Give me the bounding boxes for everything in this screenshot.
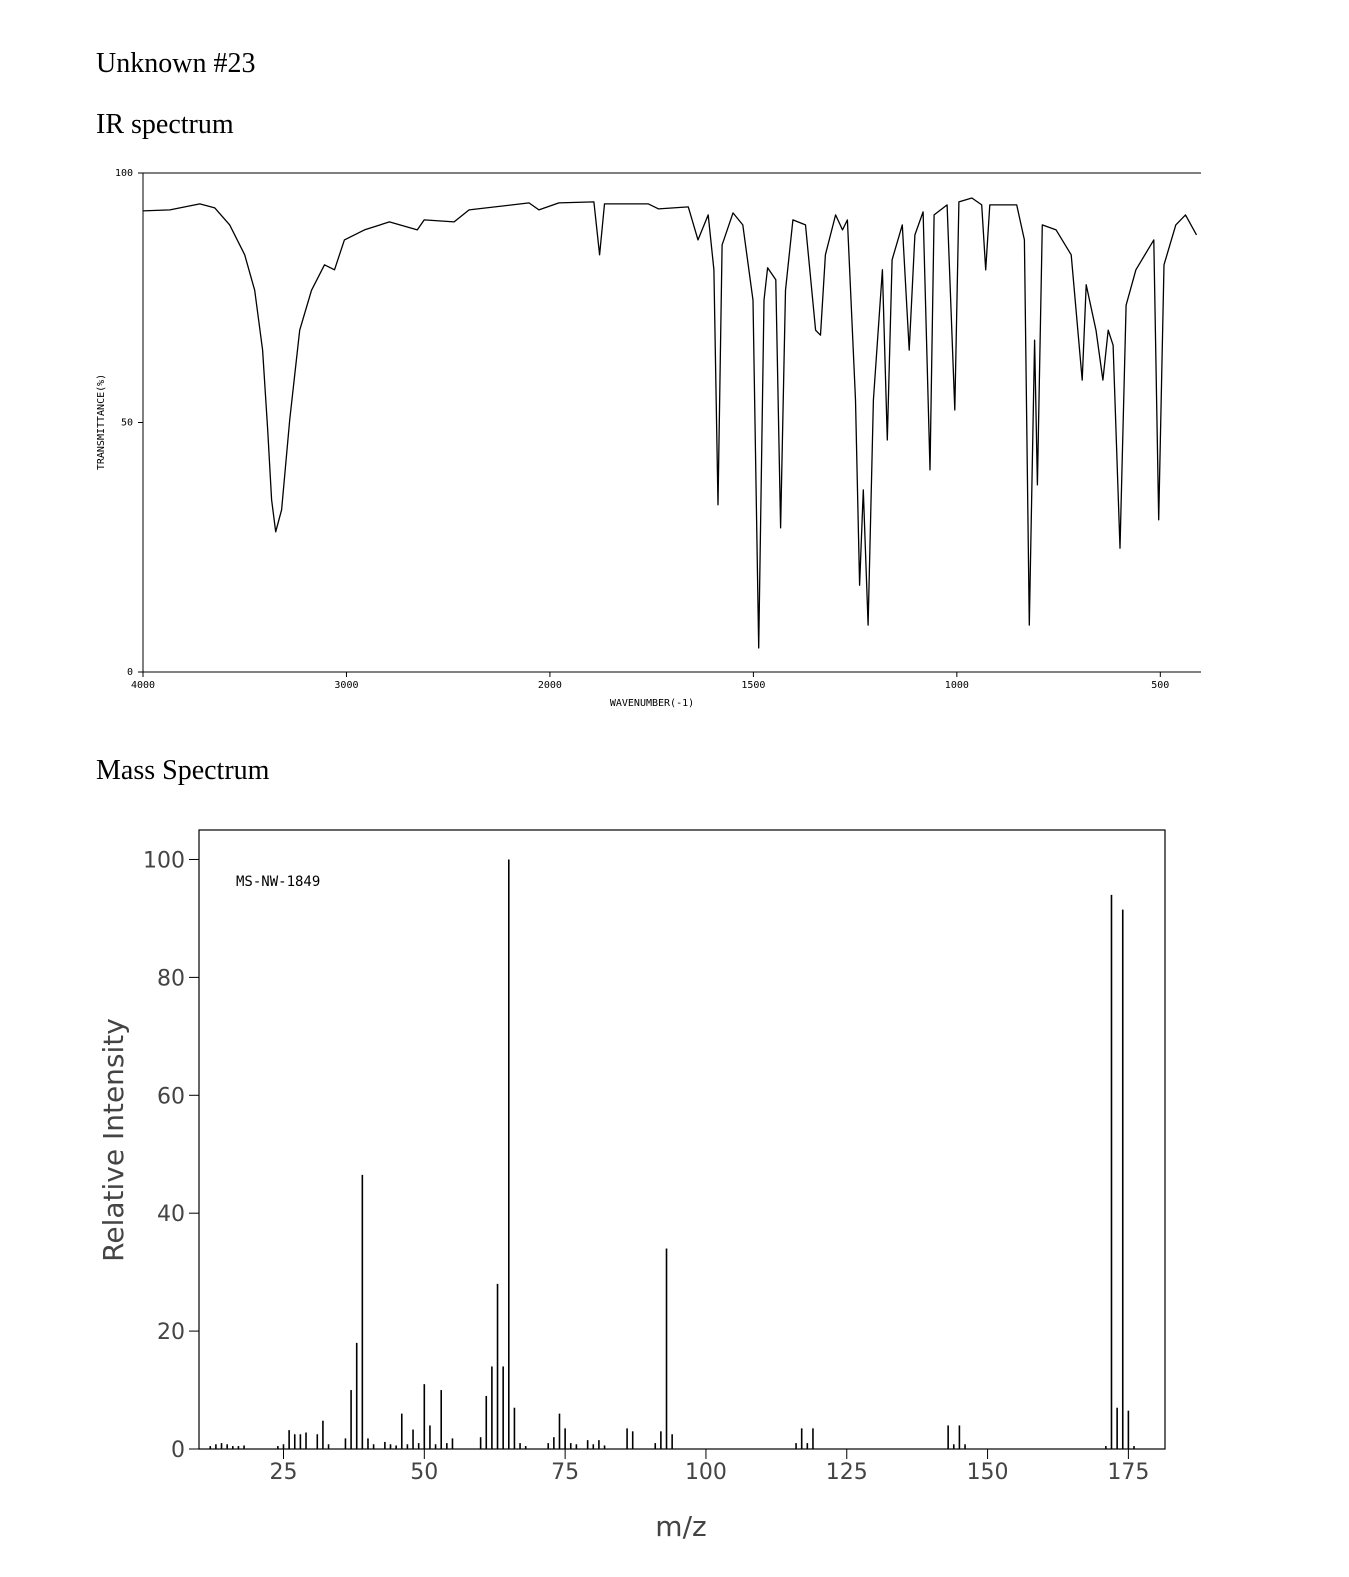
y-tick-label: 40 <box>157 1202 185 1227</box>
x-tick-label: 125 <box>826 1460 868 1485</box>
spectrum-line <box>142 197 1198 649</box>
x-tick-label: 175 <box>1107 1460 1149 1485</box>
y-tick-label: 20 <box>157 1320 185 1345</box>
x-tick-label: 4000 <box>131 680 155 691</box>
x-tick-label: 2000 <box>538 680 562 691</box>
ms-title: Mass Spectrum <box>96 755 270 786</box>
x-tick-label: 500 <box>1151 680 1169 691</box>
y-tick-label: 100 <box>115 168 133 179</box>
y-tick-label: 50 <box>121 418 133 429</box>
y-tick-label: 100 <box>143 848 185 873</box>
y-tick-label: 0 <box>127 667 133 678</box>
y-axis-label: Relative Intensity <box>97 1018 130 1262</box>
ir-title: IR spectrum <box>96 109 234 140</box>
x-tick-label: 1500 <box>741 680 765 691</box>
y-axis-label: TRANSMITTANCE(%) <box>96 374 107 470</box>
x-tick-label: 75 <box>551 1460 579 1485</box>
x-tick-label: 3000 <box>334 680 358 691</box>
y-tick-label: 60 <box>157 1084 185 1109</box>
x-tick-label: 50 <box>410 1460 438 1485</box>
y-tick-label: 0 <box>171 1438 185 1463</box>
y-tick-label: 80 <box>157 966 185 991</box>
annotation: MS-NW-1849 <box>236 874 320 890</box>
x-tick-label: 100 <box>685 1460 727 1485</box>
x-tick-label: 25 <box>269 1460 297 1485</box>
plot-frame <box>198 829 1166 1450</box>
x-axis-label: m/z <box>655 1510 706 1543</box>
x-tick-label: 1000 <box>945 680 969 691</box>
x-tick-label: 150 <box>967 1460 1009 1485</box>
heading: Unknown #23 <box>96 48 255 79</box>
x-axis-label: WAVENUMBER(-1) <box>610 698 694 709</box>
